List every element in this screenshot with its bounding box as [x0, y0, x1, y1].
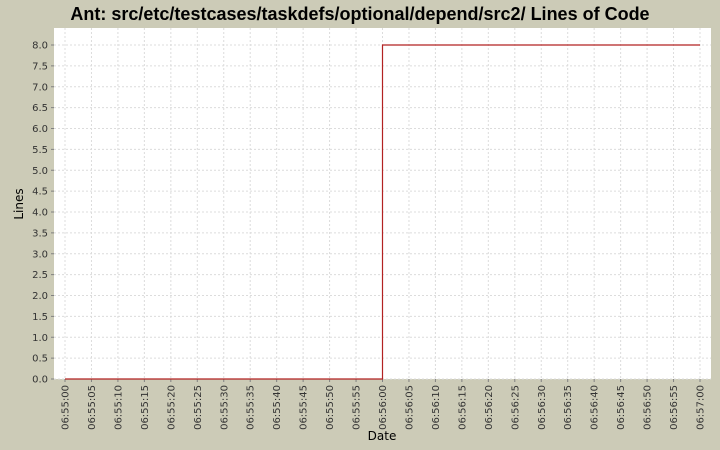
y-tick-label: 0.5	[32, 354, 48, 365]
x-tick-label: 06:56:10	[431, 385, 442, 430]
x-axis-label: Date	[368, 429, 397, 443]
y-tick-label: 5.5	[32, 145, 48, 156]
y-tick-label: 2.5	[32, 270, 48, 281]
y-tick-label: 1.0	[32, 333, 48, 344]
x-tick-label: 06:56:35	[563, 385, 574, 430]
x-tick-label: 06:56:45	[616, 385, 627, 430]
x-tick-label: 06:56:00	[378, 385, 389, 430]
y-tick-label: 7.0	[32, 82, 48, 93]
y-tick-label: 6.0	[32, 124, 48, 135]
x-axis: 06:55:00 06:55:05 06:55:10 06:55:15 06:55:20…	[61, 379, 707, 430]
x-tick-label: 06:55:10	[113, 385, 124, 430]
x-tick-label: 06:57:00	[696, 385, 707, 430]
x-tick-label: 06:55:05	[87, 385, 98, 430]
x-tick-label: 06:55:45	[299, 385, 310, 430]
x-tick-label: 06:56:05	[404, 385, 415, 430]
x-tick-label: 06:56:50	[643, 385, 654, 430]
x-tick-label: 06:55:00	[61, 385, 72, 430]
x-tick-label: 06:55:15	[140, 385, 151, 430]
x-tick-label: 06:55:30	[219, 385, 230, 430]
y-tick-label: 3.5	[32, 228, 48, 239]
y-tick-label: 3.0	[32, 249, 48, 260]
x-tick-label: 06:56:30	[537, 385, 548, 430]
x-tick-label: 06:55:20	[166, 385, 177, 430]
x-tick-label: 06:55:55	[352, 385, 363, 430]
x-tick-label: 06:56:40	[590, 385, 601, 430]
y-axis-label: Lines	[12, 188, 26, 219]
x-tick-label: 06:55:40	[272, 385, 283, 430]
x-tick-label: 06:56:20	[484, 385, 495, 430]
series-group	[65, 44, 700, 380]
y-tick-label: 4.5	[32, 187, 48, 198]
y-tick-label: 0.0	[32, 375, 48, 386]
x-tick-label: 06:55:50	[325, 385, 336, 430]
y-tick-label: 6.5	[32, 103, 48, 114]
x-tick-label: 06:55:25	[193, 385, 204, 430]
x-tick-label: 06:55:35	[246, 385, 257, 430]
y-tick-label: 5.0	[32, 166, 48, 177]
x-tick-label: 06:56:25	[510, 385, 521, 430]
x-tick-label: 06:56:15	[457, 385, 468, 430]
y-tick-label: 2.0	[32, 291, 48, 302]
x-tick-label: 06:56:55	[669, 385, 680, 430]
y-tick-label: 4.0	[32, 208, 48, 219]
y-axis: 0.0 0.5 1.0 1.5 2.0 2.5 3.0 3.5 4.0 4.5 5.0 5.5 6.0 6…	[32, 41, 54, 386]
chart-title: Ant: src/etc/testcases/taskdefs/optional…	[70, 4, 649, 24]
y-tick-label: 1.5	[32, 312, 48, 323]
series-line	[65, 44, 700, 380]
y-tick-label: 8.0	[32, 41, 48, 52]
y-tick-label: 7.5	[32, 61, 48, 72]
